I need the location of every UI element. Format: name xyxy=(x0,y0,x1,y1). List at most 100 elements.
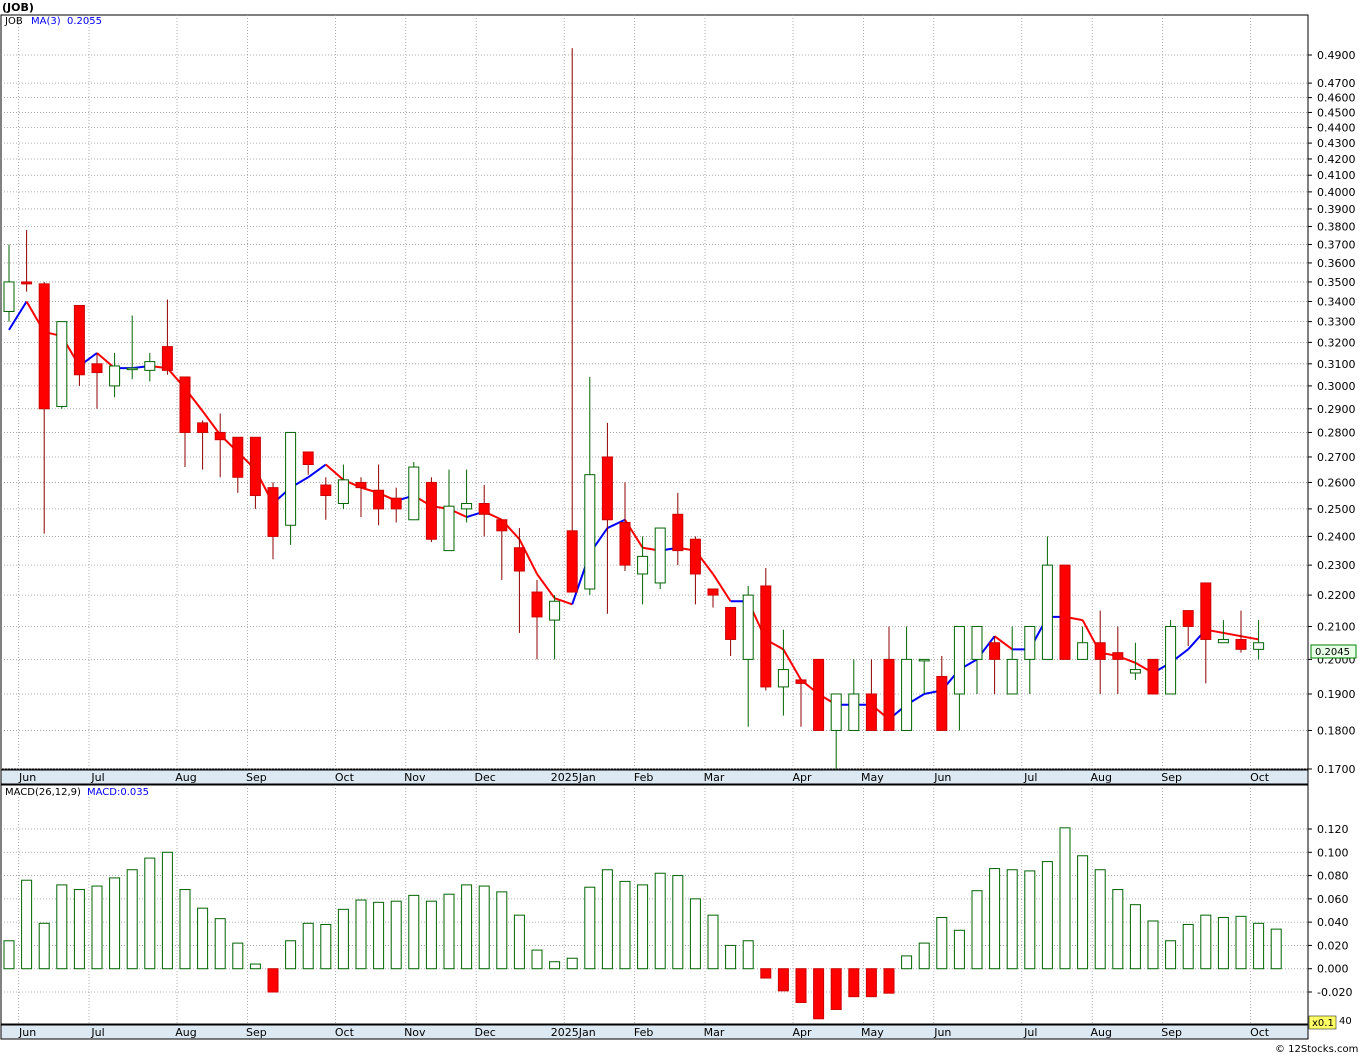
candle-body xyxy=(232,436,244,478)
month-label: 2025Jan xyxy=(551,1026,596,1039)
macd-bar xyxy=(109,877,121,970)
month-label: Jun xyxy=(933,771,951,784)
macd-y-axis: 0.120 0.100 0.080 0.060 0.040 0.020 0.000 -0.02… xyxy=(1308,823,1352,999)
month-label: Apr xyxy=(792,1026,812,1039)
price-tick-label: 0.3400 xyxy=(1317,295,1356,308)
macd-bar xyxy=(267,968,279,993)
macd-bar xyxy=(601,869,613,970)
candle-body xyxy=(725,606,737,640)
macd-bar xyxy=(1059,827,1071,970)
month-label: Aug xyxy=(1090,771,1111,784)
last-price-label: 0.2045 xyxy=(1315,647,1350,658)
macd-tick-label: 0.080 xyxy=(1317,870,1349,883)
macd-bar xyxy=(1024,870,1036,970)
macd-grid xyxy=(1,785,1308,1024)
month-label: Jul xyxy=(1023,1026,1037,1039)
month-label: May xyxy=(861,771,884,784)
candle-body xyxy=(1165,625,1177,695)
price-tick-label: 0.2600 xyxy=(1317,476,1356,489)
macd-tick-label: -0.020 xyxy=(1317,986,1352,999)
macd-bar xyxy=(513,914,525,970)
price-tick-label: 0.4900 xyxy=(1317,49,1356,62)
scale-badge xyxy=(1308,1015,1337,1030)
macd-legend-value: MACD:0.035 xyxy=(87,787,149,798)
month-label: 2025Jan xyxy=(551,771,596,784)
candle-body xyxy=(144,361,156,371)
candle-body xyxy=(179,376,191,433)
ma3-segment xyxy=(1240,635,1259,641)
price-tick-label: 0.2900 xyxy=(1317,403,1356,416)
ma3-segment xyxy=(325,463,345,481)
scale-badge-label: x0.1 xyxy=(1312,1018,1334,1029)
macd-bar xyxy=(971,890,983,970)
candle-body xyxy=(373,489,385,510)
month-label: Mar xyxy=(704,1026,725,1039)
macd-bar xyxy=(425,900,437,970)
candle-body xyxy=(1253,642,1265,650)
candle-body xyxy=(1200,582,1212,640)
macd-bar xyxy=(1235,915,1247,970)
month-label: Jun xyxy=(933,1026,951,1039)
month-label: Jul xyxy=(1023,771,1037,784)
candle-body xyxy=(584,474,596,590)
candle-body xyxy=(443,505,455,552)
candle-body xyxy=(619,522,631,566)
macd-bar xyxy=(883,968,895,994)
candle-body xyxy=(214,431,226,441)
price-tick-label: 0.3700 xyxy=(1317,238,1356,251)
macd-tick-label: 0.000 xyxy=(1317,963,1349,976)
macd-tick-label: 0.100 xyxy=(1317,846,1349,859)
macd-bar xyxy=(3,940,15,970)
macd-bar xyxy=(619,880,631,970)
macd-bar xyxy=(637,884,649,970)
candle-body xyxy=(1129,669,1141,674)
month-label: Feb xyxy=(634,771,653,784)
price-tick-label: 0.3800 xyxy=(1317,220,1356,233)
candle-body xyxy=(1094,642,1106,660)
ma3-segment xyxy=(518,538,538,575)
macd-panel xyxy=(0,784,1309,1025)
month-label: Aug xyxy=(1090,1026,1111,1039)
price-tick-label: 0.3500 xyxy=(1317,276,1356,289)
month-label: Jun xyxy=(18,1026,36,1039)
macd-bar xyxy=(549,961,561,970)
macd-tick-label: 0.020 xyxy=(1317,939,1349,952)
price-tick-label: 0.2300 xyxy=(1317,559,1356,572)
macd-bar xyxy=(1094,869,1106,970)
corner-tick-label: 40 xyxy=(1339,1016,1352,1027)
candle-body xyxy=(883,658,895,731)
macd-bar xyxy=(478,885,490,970)
candle-body xyxy=(971,625,983,660)
month-label: Sep xyxy=(246,1026,267,1039)
candle-body xyxy=(601,456,613,521)
price-tick-label: 0.2400 xyxy=(1317,530,1356,543)
candle-body xyxy=(302,451,314,466)
candle-body xyxy=(91,363,103,374)
month-label: Sep xyxy=(1161,771,1182,784)
ma3-segment xyxy=(606,518,626,529)
macd-bar xyxy=(795,968,807,1003)
month-label: Oct xyxy=(1250,1026,1270,1039)
macd-bar xyxy=(390,900,402,970)
last-price-badge xyxy=(1310,644,1357,659)
month-label: Oct xyxy=(335,1026,355,1039)
macd-bar xyxy=(689,898,701,970)
macd-bar xyxy=(408,894,420,970)
macd-bar xyxy=(918,942,930,970)
macd-bar xyxy=(672,875,684,970)
candle-body xyxy=(953,625,965,695)
candle-body xyxy=(707,588,719,596)
candle-body xyxy=(1217,638,1229,644)
macd-bar xyxy=(91,885,103,970)
candle-body xyxy=(742,594,754,660)
price-tick-label: 0.4000 xyxy=(1317,186,1356,199)
macd-bar xyxy=(126,869,138,970)
month-label: Jul xyxy=(90,1026,104,1039)
candle-body xyxy=(390,497,402,510)
candle-body xyxy=(1182,610,1194,627)
ma3-segment xyxy=(554,597,573,606)
macd-tick-label: 0.060 xyxy=(1317,893,1349,906)
macd-bar xyxy=(197,907,209,970)
macd-bar xyxy=(56,884,68,970)
